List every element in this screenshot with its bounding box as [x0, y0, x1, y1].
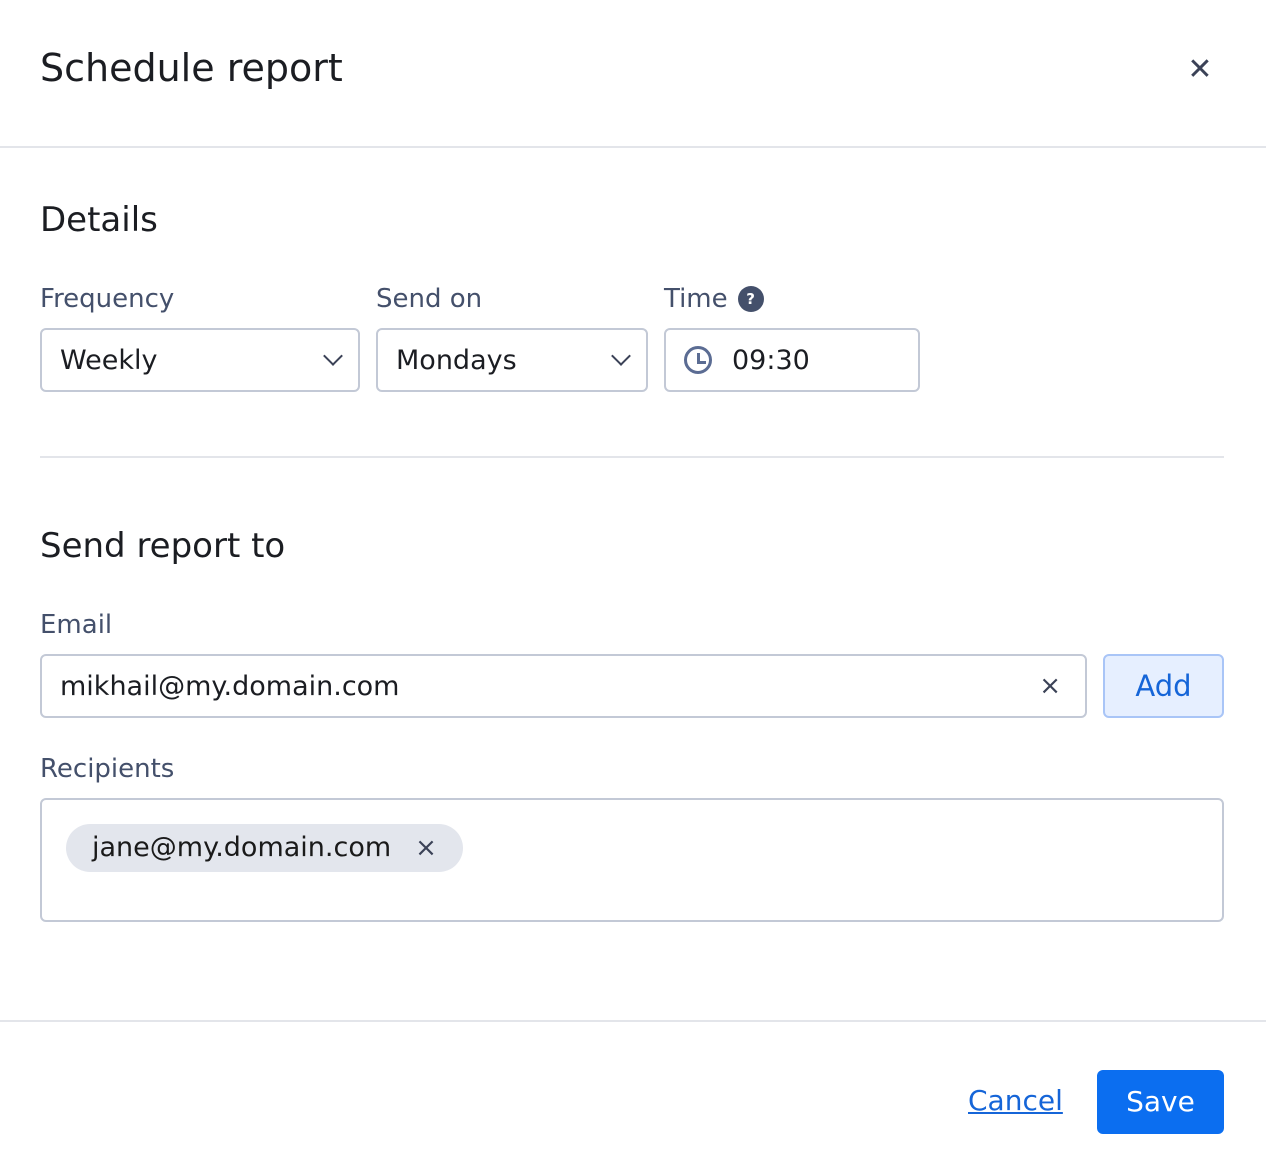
frequency-value: Weekly: [60, 344, 158, 376]
dialog-title: Schedule report: [40, 46, 343, 90]
chevron-down-icon: [323, 346, 343, 366]
recipients-label: Recipients: [40, 754, 175, 784]
footer-divider: [0, 1020, 1266, 1022]
clock-icon: [684, 346, 712, 374]
save-button[interactable]: Save: [1097, 1070, 1224, 1134]
time-label-text: Time: [664, 284, 728, 314]
recipient-chip: jane@my.domain.com ×: [66, 824, 463, 872]
details-heading: Details: [40, 200, 158, 240]
chevron-down-icon: [611, 346, 631, 366]
close-icon[interactable]: ✕: [1187, 52, 1213, 87]
email-input[interactable]: mikhail@my.domain.com ×: [40, 654, 1087, 718]
send-on-value: Mondays: [396, 344, 517, 376]
time-input[interactable]: 09:30: [664, 328, 920, 392]
time-label: Time?: [664, 284, 764, 314]
email-label: Email: [40, 610, 113, 640]
send-to-heading: Send report to: [40, 526, 286, 566]
add-button[interactable]: Add: [1103, 654, 1224, 718]
frequency-select[interactable]: Weekly: [40, 328, 360, 392]
email-value: mikhail@my.domain.com: [60, 670, 400, 702]
header-divider: [0, 146, 1266, 148]
section-divider: [40, 456, 1224, 458]
time-value: 09:30: [732, 344, 810, 376]
clear-icon[interactable]: ×: [1039, 671, 1061, 701]
remove-icon[interactable]: ×: [415, 833, 437, 863]
recipients-box[interactable]: [40, 798, 1224, 922]
help-icon[interactable]: ?: [737, 286, 764, 312]
frequency-label: Frequency: [40, 284, 175, 314]
send-on-label: Send on: [376, 284, 483, 314]
send-on-select[interactable]: Mondays: [376, 328, 648, 392]
cancel-link[interactable]: Cancel: [968, 1084, 1063, 1117]
recipient-email: jane@my.domain.com: [92, 832, 392, 863]
